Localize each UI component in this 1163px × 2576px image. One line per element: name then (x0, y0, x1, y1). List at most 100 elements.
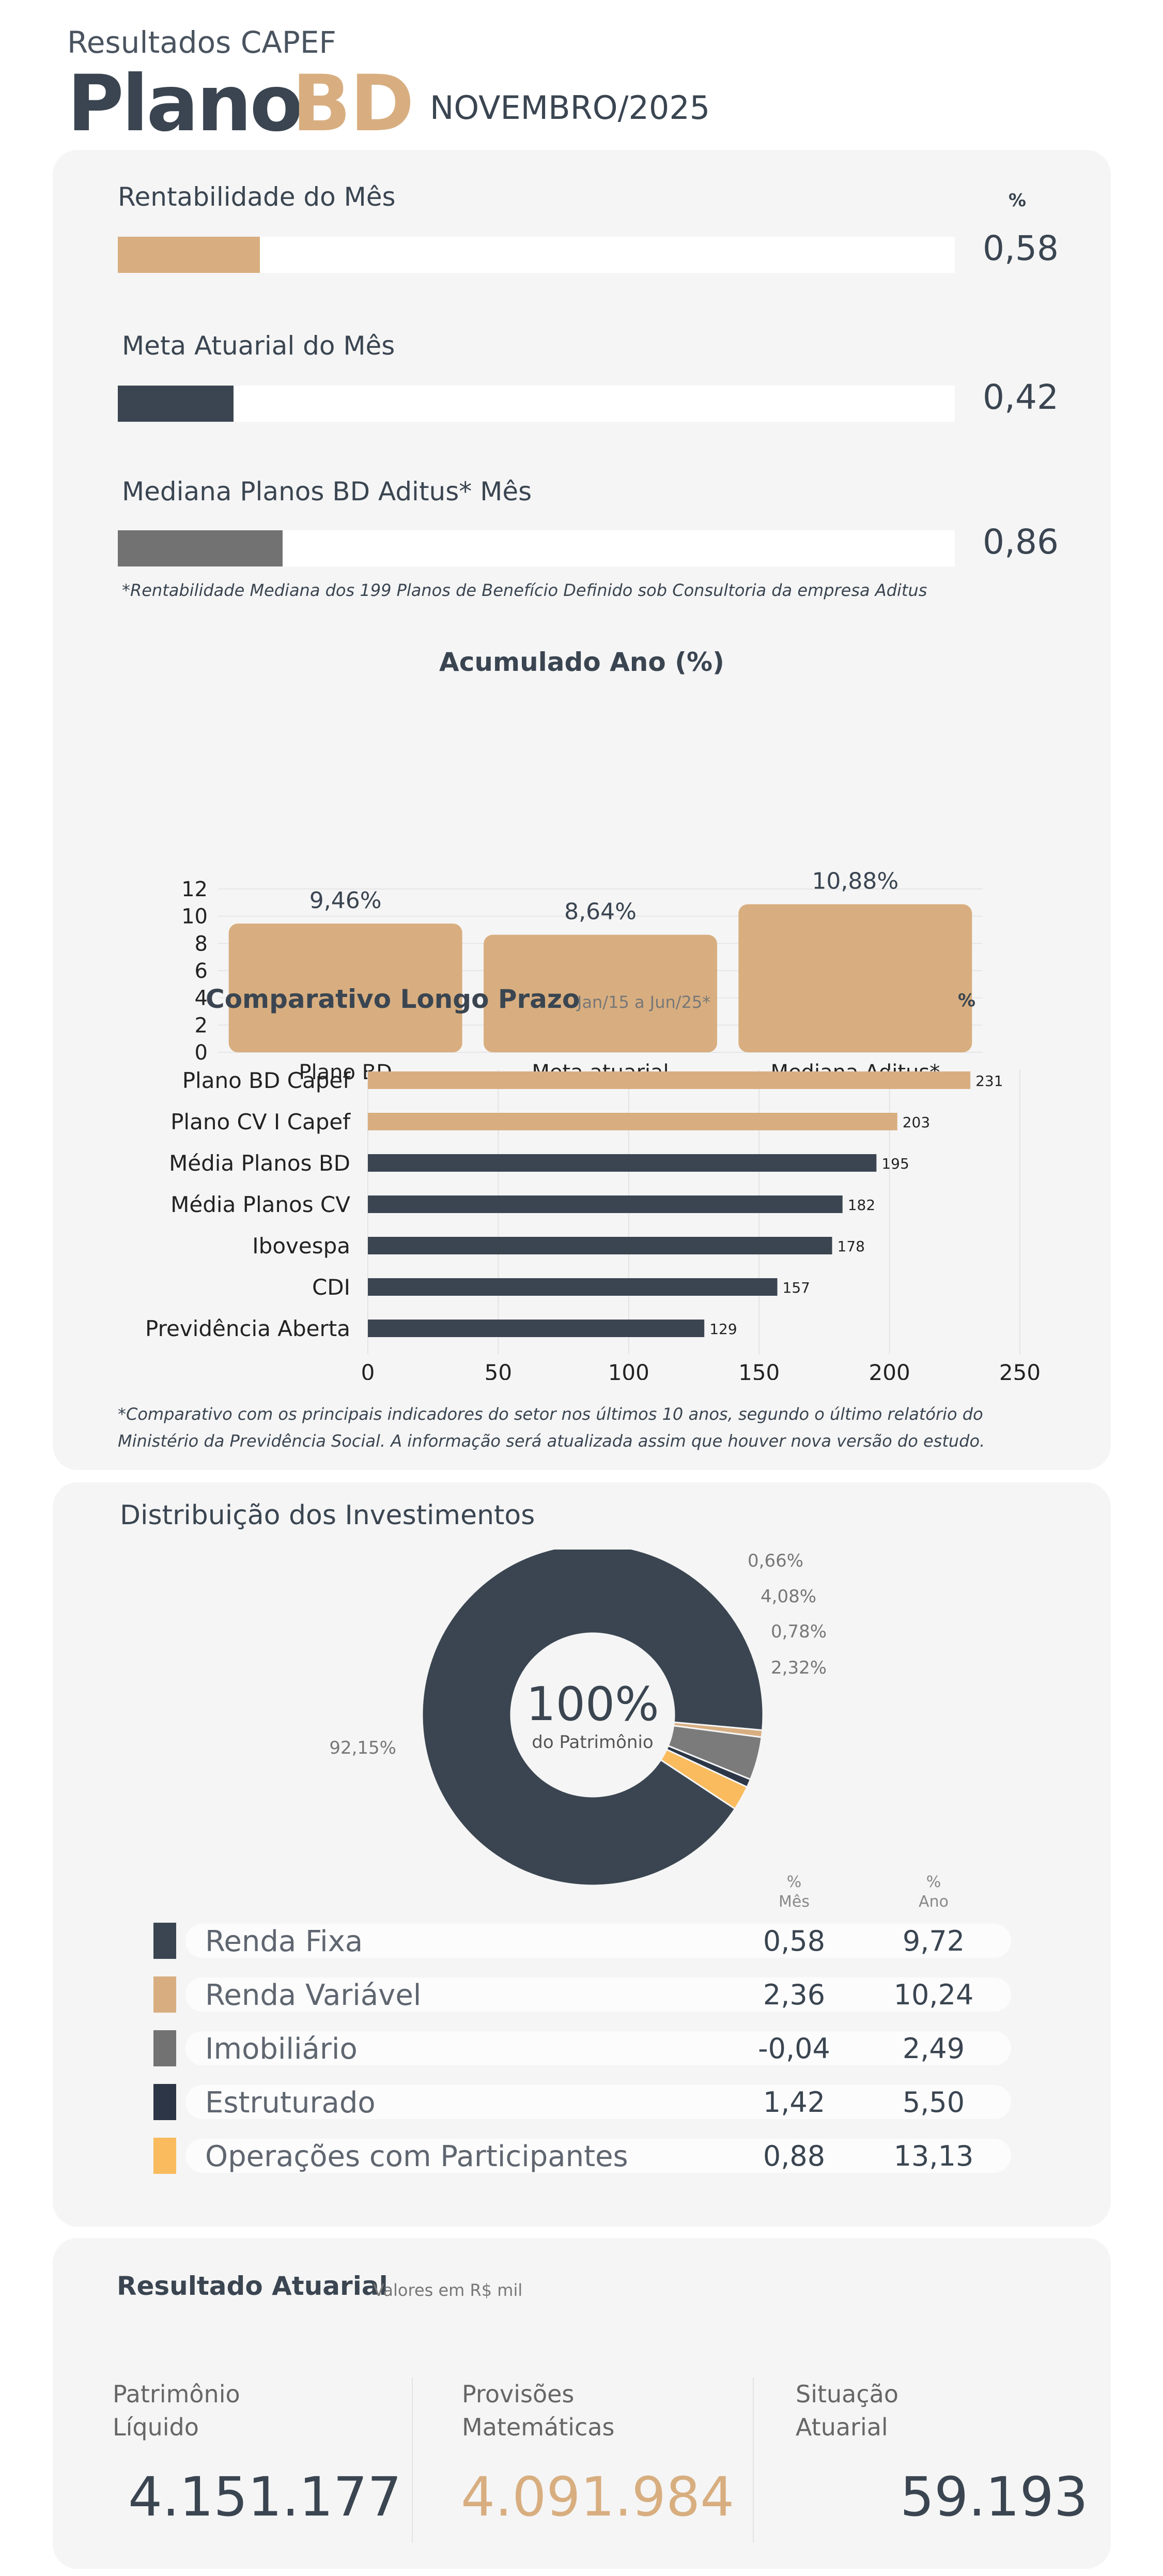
actuarial-subtitle: Valores em R$ mil (373, 2280, 523, 2300)
legend-swatch (153, 1976, 176, 2013)
metric-bar-meta-atuarial (118, 386, 955, 422)
legend-mes-value: 0,58 (763, 1925, 826, 1957)
ytd-data-label: 8,64% (564, 898, 637, 925)
metric-value-meta-atuarial: 0,42 (983, 377, 1059, 417)
legend-name: Operações com Participantes (205, 2140, 628, 2173)
ytd-y-tick-label: 6 (195, 959, 208, 983)
provisoes-label: Provisões Matemáticas (462, 2378, 614, 2444)
ytd-y-tick-label: 10 (181, 905, 208, 929)
distribution-title: Distribuição dos Investimentos (120, 1500, 535, 1531)
legend-mes-value: 2,36 (763, 1979, 826, 2011)
patrimonio-value: 4.151.177 (128, 2465, 402, 2528)
legend-row-imobiliario: Imobiliário -0,04 2,49 (153, 2030, 1011, 2066)
donut-slice-label: 2,32% (771, 1658, 827, 1678)
col-head-mes-unit: % (786, 1873, 802, 1891)
ytd-y-tick-label: 12 (181, 878, 208, 901)
donut-slice-label: 0,78% (771, 1621, 827, 1642)
longterm-footnote: *Comparativo com os principais indicador… (118, 1404, 985, 1451)
monthly-percent-header: % (1009, 190, 1027, 211)
legend-ano-value: 2,49 (902, 2032, 965, 2065)
legend-name: Imobiliário (205, 2032, 358, 2066)
situacao-value: 59.193 (900, 2465, 1088, 2528)
legend-row-background (185, 2085, 1011, 2119)
metric-bar-fill-rentabilidade (118, 237, 260, 273)
legend-mes-value: 1,42 (763, 2086, 826, 2119)
col-head-ano-label: Ano (919, 1893, 949, 1911)
longterm-category-label: Ibovespa (252, 1233, 350, 1259)
donut-center-value: 100% (526, 1677, 659, 1731)
legend-name: Renda Fixa (205, 1925, 363, 1958)
provisoes-label-line2: Matemáticas (462, 2413, 615, 2441)
metric-value-mediana: 0,86 (983, 522, 1059, 562)
longterm-bar (368, 1154, 877, 1172)
ytd-y-tick-label: 0 (195, 1041, 208, 1065)
longterm-x-tick-label: 50 (485, 1360, 512, 1380)
longterm-x-tick-label: 150 (738, 1360, 780, 1380)
col-head-mes-label: Mês (779, 1893, 810, 1911)
donut-slice-label: 92,15% (329, 1738, 396, 1758)
donut-slice-label: 0,66% (748, 1551, 803, 1571)
longterm-x-tick-label: 200 (869, 1360, 910, 1380)
ytd-data-label: 9,46% (309, 887, 382, 914)
mediana-footnote: *Rentabilidade Mediana dos 199 Planos de… (122, 580, 927, 600)
donut-slice-label: 4,08% (761, 1586, 816, 1607)
metric-bar-fill-mediana (118, 530, 283, 566)
longterm-category-label: Previdência Aberta (145, 1316, 350, 1341)
legend-ano-value: 5,50 (902, 2086, 965, 2119)
actuarial-title: Resultado Atuarial (117, 2271, 388, 2301)
ytd-y-tick-label: 8 (195, 932, 208, 956)
legend-row-background (185, 2139, 1011, 2173)
longterm-x-tick-label: 250 (999, 1360, 1041, 1380)
header-title-plano: Plano (67, 59, 303, 149)
longterm-data-label: 157 (783, 1279, 810, 1296)
ytd-y-tick-label: 2 (195, 1014, 208, 1037)
legend-swatch (153, 1923, 176, 1959)
donut-center-label: do Patrimônio (532, 1732, 653, 1753)
col-head-ano-unit: % (926, 1873, 941, 1891)
header-subtitle: Resultados CAPEF (67, 25, 336, 60)
patrimonio-label: Patrimônio Líquido (113, 2378, 240, 2444)
header-date: NOVEMBRO/2025 (430, 89, 710, 127)
distribution-donut-chart: 92,15% 0,66% 4,08% 0,78% 2,32% 100%do Patrimô… (329, 1550, 827, 1887)
longterm-category-label: Média Planos CV (170, 1192, 350, 1217)
metric-bar-rentabilidade (118, 237, 955, 273)
legend-swatch (153, 2138, 176, 2174)
longterm-data-label: 195 (881, 1155, 909, 1172)
legend-name: Estruturado (205, 2086, 376, 2120)
situacao-label-line2: Atuarial (796, 2413, 888, 2441)
metric-label-rentabilidade: Rentabilidade do Mês (118, 182, 396, 212)
provisoes-label-line1: Provisões (462, 2380, 575, 2408)
legend-row-estruturado: Estruturado 1,42 5,50 (153, 2084, 1011, 2120)
longterm-data-label: 129 (709, 1321, 737, 1338)
metric-bar-fill-meta-atuarial (118, 386, 234, 422)
longterm-data-label: 182 (848, 1197, 875, 1214)
actuarial-card: Resultado Atuarial Valores em R$ mil Pat… (53, 2238, 1111, 2569)
longterm-bar (368, 1071, 971, 1089)
donut-slice (421, 1550, 764, 1887)
ytd-y-tick-label: 4 (195, 987, 208, 1010)
situacao-label-line1: Situação (796, 2380, 898, 2408)
longterm-percent-header: % (958, 990, 976, 1011)
longterm-category-label: Plano BD Capef (182, 1068, 351, 1093)
longterm-category-label: Plano CV I Capef (170, 1109, 351, 1134)
legend-swatch (153, 2084, 176, 2120)
col-head-ano: % Ano (882, 1873, 985, 1912)
legend-mes-value: -0,04 (758, 2032, 830, 2065)
legend-row-background (185, 1977, 1011, 2012)
metric-label-mediana: Mediana Planos BD Aditus* Mês (122, 477, 532, 507)
ytd-data-label: 10,88% (812, 868, 898, 894)
longterm-chart-title: Comparativo Longo Prazo (206, 984, 580, 1014)
longterm-data-label: 231 (975, 1072, 1003, 1090)
patrimonio-label-line2: Líquido (113, 2413, 199, 2441)
longterm-bar (368, 1195, 843, 1213)
legend-name: Renda Variável (205, 1979, 422, 2012)
longterm-bar-chart: 0 50 100 150 200 250 Plano BD Capef 231 Plano CV… (145, 1068, 1041, 1380)
longterm-data-label: 203 (903, 1114, 930, 1131)
ytd-bar (228, 923, 462, 1052)
legend-row-background (185, 2031, 1011, 2065)
ytd-bar (738, 904, 972, 1052)
longterm-bar (368, 1320, 705, 1337)
legend-row-renda-fixa: Renda Fixa 0,58 9,72 (153, 1923, 1011, 1959)
donut-slice (659, 1748, 749, 1810)
metric-value-rentabilidade: 0,58 (983, 228, 1059, 268)
